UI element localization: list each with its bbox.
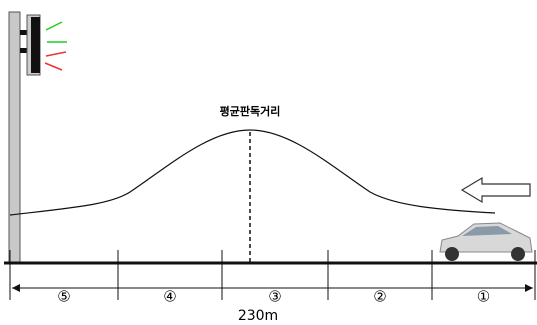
wheel: [445, 247, 459, 261]
pole: [9, 12, 20, 262]
wheel: [511, 247, 525, 261]
signal-head: [31, 17, 40, 73]
visibility-curve: [10, 130, 495, 215]
light-ray: [45, 63, 62, 70]
segment-label: ②: [373, 288, 386, 306]
segment-label: ③: [268, 288, 281, 306]
segment-label: ⑤: [57, 288, 70, 306]
direction-arrow: [462, 178, 530, 202]
car: [440, 223, 532, 261]
segment-label: ①: [477, 288, 490, 306]
distance-label: 230m: [238, 308, 278, 324]
diagram: 평균판독거리 ⑤ ④ ③ ② ① 230m: [0, 0, 537, 325]
segment-label: ④: [163, 288, 176, 306]
peak-label: 평균판독거리: [220, 104, 281, 118]
light-ray: [46, 22, 62, 30]
light-ray: [46, 52, 66, 56]
